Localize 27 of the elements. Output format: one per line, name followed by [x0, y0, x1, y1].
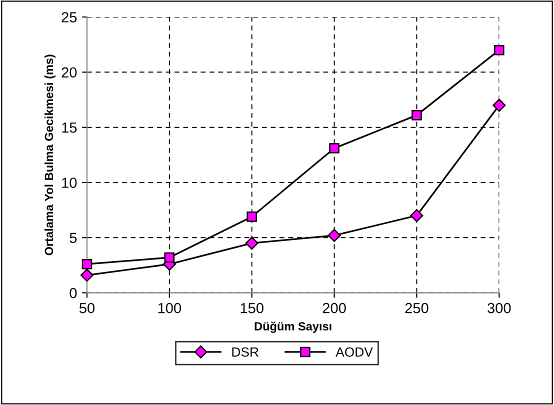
- y-tick-label: 25: [62, 12, 77, 22]
- point: [164, 252, 175, 263]
- y-tick-label: 15: [62, 122, 77, 133]
- point: [328, 228, 341, 242]
- x-tick-label: 300: [488, 302, 511, 314]
- point: [410, 209, 424, 222]
- y-tick-label: 5: [70, 232, 77, 244]
- y-axis-title: Ortalama Yol Bulma Gecikmesi (ms): [44, 54, 56, 256]
- x-tick-label: 50: [79, 302, 95, 314]
- x-axis-title: Düğüm Sayısı: [254, 322, 332, 333]
- legend-label: DSR: [232, 347, 258, 357]
- point: [494, 44, 504, 56]
- legend-label: AODV: [336, 347, 373, 357]
- x-tick-label: 200: [322, 302, 346, 314]
- point: [329, 143, 340, 154]
- point: [245, 236, 258, 250]
- point: [492, 98, 506, 112]
- x-tick-label: 150: [240, 302, 264, 314]
- point: [412, 110, 422, 120]
- y-tick-label: 20: [62, 67, 77, 78]
- x-tick-label: 250: [405, 302, 428, 314]
- point: [80, 268, 94, 282]
- y-tick-label: 0: [70, 288, 77, 298]
- y-tick-label: 10: [62, 178, 77, 188]
- x-tick-label: 100: [158, 302, 182, 314]
- point: [246, 212, 257, 222]
- point: [82, 258, 92, 270]
